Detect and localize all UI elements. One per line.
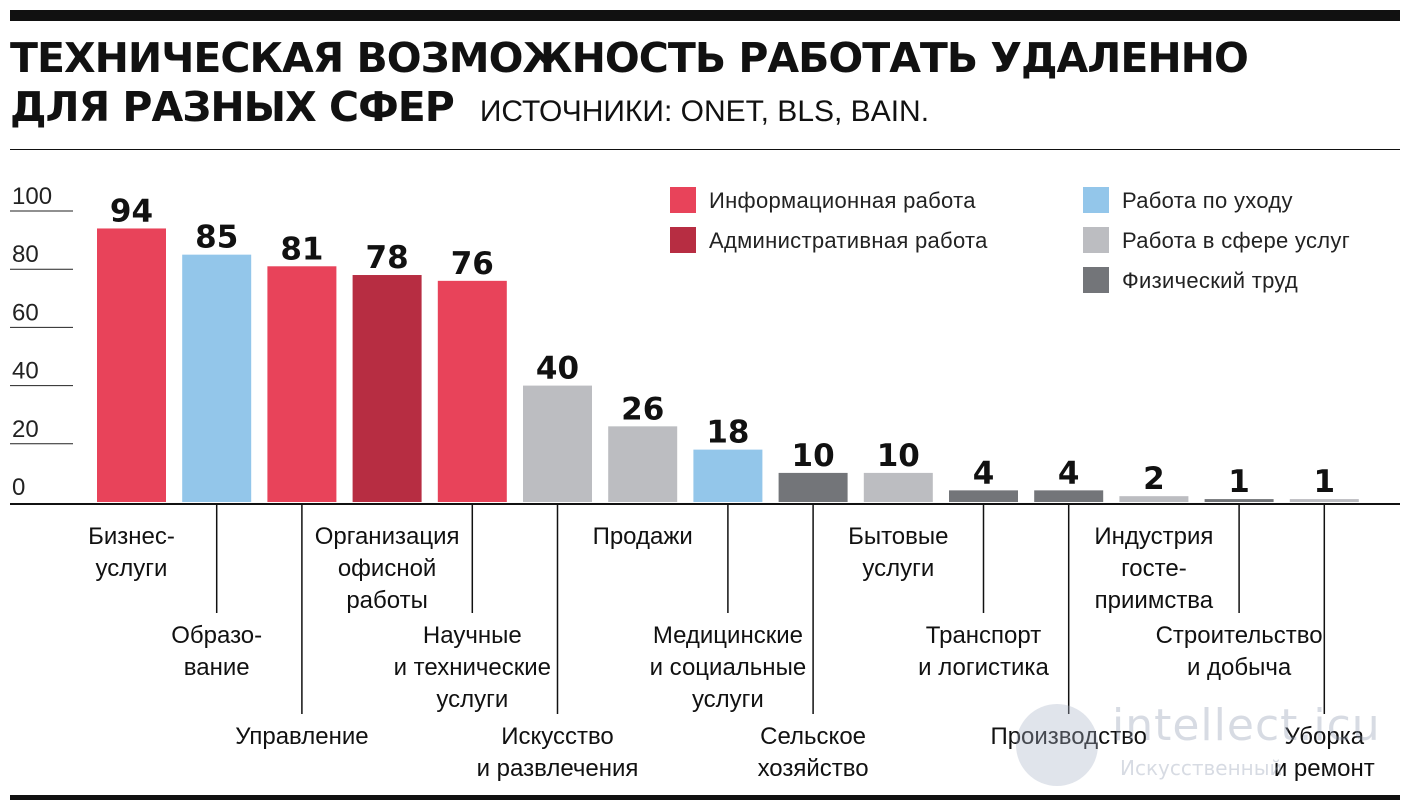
bar	[863, 472, 933, 502]
value-label: 10	[877, 438, 920, 474]
bar	[778, 472, 848, 502]
bar	[693, 449, 763, 502]
chart-title-line1: Техническая возможность работать удаленн…	[10, 34, 1249, 82]
legend-swatch	[670, 187, 696, 213]
header-divider	[10, 149, 1400, 150]
bar	[608, 426, 678, 502]
bar	[1034, 490, 1104, 502]
legend-swatch	[1083, 187, 1109, 213]
category-label: Производство	[990, 723, 1146, 750]
chart-source: ИСТОЧНИКИ: ONET, BLS, BAIN.	[479, 95, 930, 128]
legend-label: Работа по уходу	[1122, 188, 1293, 213]
legend-label: Административная работа	[709, 228, 988, 253]
value-label: 2	[1143, 461, 1165, 497]
category-label: Бытовые услуги	[848, 523, 948, 582]
bar	[352, 275, 422, 502]
category-label: Управление	[235, 723, 368, 750]
value-label: 26	[621, 391, 664, 427]
value-label: 78	[366, 240, 409, 276]
chart-title-line2-text: для разных сфер	[10, 83, 455, 131]
value-label: 10	[792, 438, 835, 474]
category-labels-layer: Бизнес-услуги Образо-вание Управление Орган…	[88, 505, 1375, 782]
category-label: Бизнес-услуги	[88, 523, 175, 582]
bar	[97, 228, 166, 502]
y-tick-label: 40	[12, 358, 39, 385]
legend-swatch	[1083, 267, 1109, 293]
bar	[1119, 496, 1189, 502]
legend-swatch	[1083, 227, 1109, 253]
category-label: Искусство и развлечения	[477, 723, 639, 782]
y-tick-label: 80	[12, 241, 39, 268]
y-tick-label: 60	[12, 299, 39, 326]
category-label: Образо-вание	[171, 622, 262, 681]
value-label: 1	[1314, 464, 1336, 500]
bars-layer: 94 85 81 78 76 40 26 18 10 10 4 4 2 1 1	[97, 193, 1359, 502]
category-label: Сельское хозяйство	[758, 723, 869, 782]
bar	[267, 266, 337, 502]
legend-label: Работа в сфере услуг	[1122, 228, 1350, 253]
bar	[1204, 499, 1274, 502]
value-label: 4	[1058, 455, 1080, 491]
category-label: Транспорт и логистика	[918, 622, 1049, 681]
grid-layer: 0 20 40 60 80 100	[10, 183, 1400, 505]
value-label: 18	[706, 415, 749, 451]
legend-label: Физический труд	[1122, 268, 1298, 293]
category-label: Строительство и добыча	[1156, 622, 1323, 681]
top-rule	[10, 10, 1400, 21]
category-label: Индустрия госте-приимства	[1094, 523, 1213, 614]
category-label: Научные и технические услуги	[394, 622, 551, 713]
value-label: 81	[280, 231, 323, 267]
bar	[523, 385, 592, 502]
value-label: 85	[195, 220, 238, 256]
bar	[1289, 499, 1359, 502]
value-label: 1	[1228, 464, 1250, 500]
category-label: Продажи	[593, 523, 693, 550]
category-label: Уборка и ремонт	[1274, 723, 1375, 782]
y-tick-label: 20	[12, 416, 39, 443]
legend: Информационная работа Административная ра…	[670, 187, 1350, 293]
bar	[949, 490, 1018, 502]
value-label: 94	[110, 193, 153, 229]
value-label: 40	[536, 351, 579, 387]
category-label: Организация офисной работы	[315, 523, 460, 614]
value-label: 4	[973, 455, 995, 491]
bar	[437, 280, 507, 502]
y-tick-label: 0	[12, 474, 25, 501]
value-label: 76	[451, 246, 494, 282]
chart-title-line2: для разных сфер ИСТОЧНИКИ: ONET, BLS, BAI…	[10, 83, 1248, 136]
chart-title: Техническая возможность работать удаленн…	[10, 34, 1249, 136]
bar	[182, 254, 252, 502]
legend-label: Информационная работа	[709, 188, 976, 213]
y-tick-label: 100	[12, 183, 52, 210]
category-label: Медицинские и социальные услуги	[650, 622, 807, 713]
bottom-rule	[10, 795, 1400, 800]
legend-swatch	[670, 227, 696, 253]
